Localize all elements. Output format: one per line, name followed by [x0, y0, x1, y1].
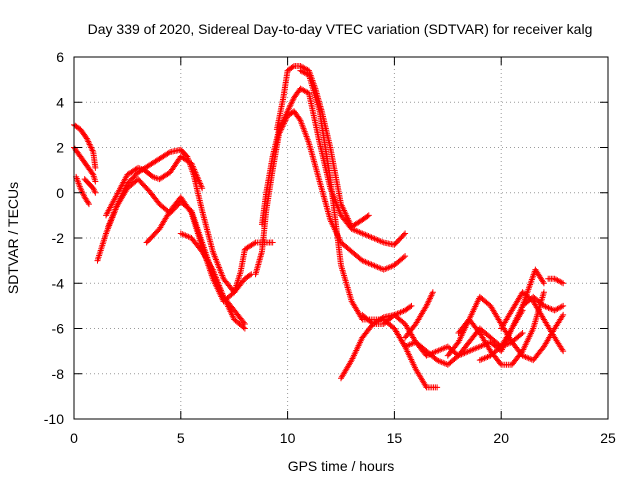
- y-tick-label: -6: [52, 321, 65, 337]
- data-series-track-3: [73, 173, 92, 208]
- x-tick-label: 0: [70, 430, 78, 446]
- data-point: [558, 303, 565, 310]
- data-series-track-15: [359, 302, 415, 327]
- y-axis-label: SDTVAR / TECUs: [5, 182, 21, 294]
- data-point: [269, 239, 276, 246]
- data-point: [187, 208, 194, 215]
- data-point: [92, 178, 99, 185]
- data-series-track-1: [71, 121, 99, 171]
- data-point: [429, 289, 436, 296]
- data-series-track-12: [273, 63, 372, 230]
- data-series-track-17: [402, 289, 436, 341]
- y-tick-label: 2: [56, 140, 64, 156]
- data-point: [540, 289, 547, 296]
- data-point: [85, 199, 92, 206]
- y-tick-label: -10: [44, 411, 64, 427]
- data-series-track-22: [519, 266, 547, 309]
- data-point: [165, 149, 172, 156]
- data-point: [519, 330, 526, 337]
- x-tick-label: 10: [280, 430, 296, 446]
- data-point: [560, 311, 567, 318]
- data-point: [251, 240, 258, 247]
- data-points: [71, 63, 567, 391]
- data-point: [289, 63, 296, 70]
- y-tick-label: 4: [56, 94, 64, 110]
- y-tick-label: -4: [52, 275, 65, 291]
- data-series-track-20: [476, 293, 567, 364]
- data-point: [241, 325, 248, 332]
- data-series-track-23: [545, 275, 567, 287]
- x-axis-label: GPS time / hours: [288, 458, 395, 474]
- data-point: [407, 303, 414, 310]
- data-series-track-8: [143, 194, 276, 305]
- data-point: [402, 230, 409, 237]
- data-point: [560, 348, 567, 355]
- y-tick-label: -2: [52, 230, 65, 246]
- data-series-track-13: [297, 67, 441, 391]
- data-point: [560, 302, 567, 309]
- chart-title: Day 339 of 2020, Sidereal Day-to-day VTE…: [88, 21, 593, 37]
- data-point: [402, 253, 409, 260]
- grid: [74, 57, 608, 419]
- data-point: [89, 170, 96, 177]
- data-point: [365, 212, 372, 219]
- data-series-track-4: [81, 176, 99, 196]
- data-point: [560, 280, 567, 287]
- data-point: [408, 302, 415, 309]
- data-point: [400, 231, 407, 238]
- data-point: [540, 280, 547, 287]
- data-point: [434, 384, 441, 391]
- axis-ticks: 0 5 10 15 20 25 -10 -8 -6 -4 -2 0 2 4 6: [44, 49, 616, 446]
- data-point: [368, 319, 375, 326]
- data-series-track-6: [103, 153, 206, 219]
- data-point: [518, 331, 525, 338]
- data-point: [92, 164, 99, 171]
- data-series-track-9: [177, 230, 248, 332]
- y-tick-label: 6: [56, 49, 64, 65]
- data-point: [558, 279, 565, 286]
- data-point: [379, 315, 386, 322]
- data-point: [199, 185, 206, 192]
- y-tick-label: 0: [56, 185, 64, 201]
- data-point: [247, 272, 254, 279]
- data-series-track-19: [455, 289, 547, 368]
- data-point: [364, 213, 371, 220]
- data-point: [85, 201, 92, 208]
- data-point: [497, 360, 504, 367]
- x-tick-label: 20: [493, 430, 509, 446]
- y-tick-label: -8: [52, 366, 65, 382]
- data-point: [240, 324, 247, 331]
- data-point: [92, 189, 99, 196]
- data-point: [400, 254, 407, 261]
- x-tick-label: 25: [600, 430, 616, 446]
- x-tick-label: 15: [387, 430, 403, 446]
- x-tick-label: 5: [177, 430, 185, 446]
